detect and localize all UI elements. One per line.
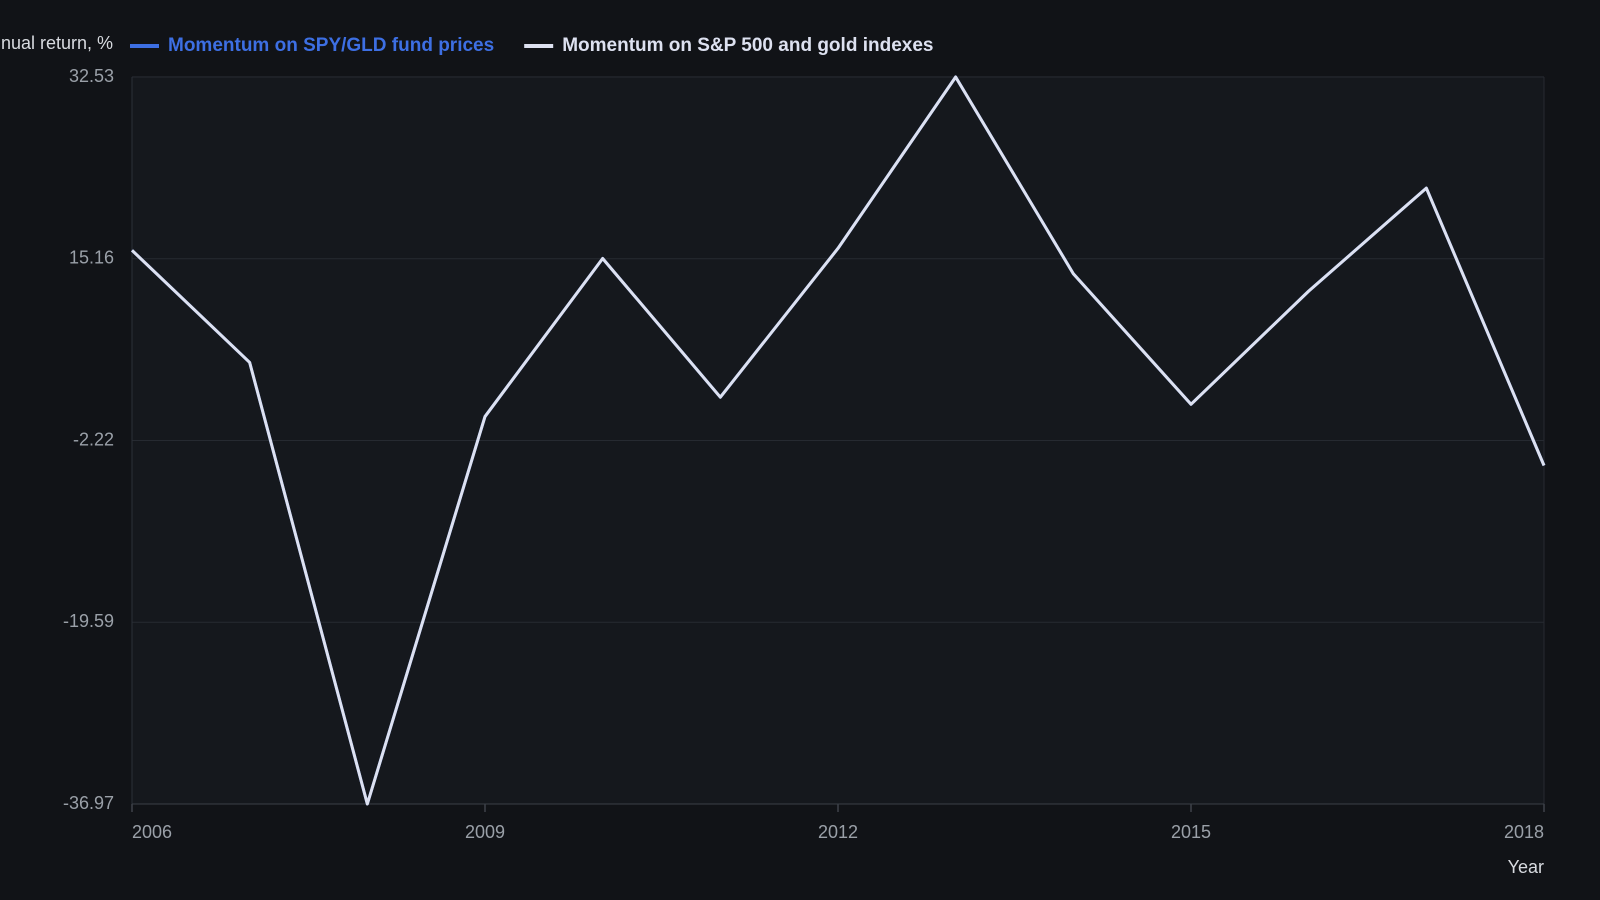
series-line [130, 75, 1546, 806]
y-tick-label: -2.22 [73, 429, 114, 449]
y-tick-label: 32.53 [69, 66, 114, 86]
legend-label: Momentum on SPY/GLD fund prices [168, 35, 494, 56]
y-tick-label: 15.16 [69, 247, 114, 267]
x-tick-label: 2012 [818, 822, 858, 842]
y-tick-label: -36.97 [63, 793, 114, 813]
legend-label: Momentum on S&P 500 and gold indexes [562, 35, 933, 56]
x-axis-title: Year [1508, 857, 1544, 877]
y-axis-title: Annual return, % [0, 33, 113, 53]
x-tick-label: 2018 [1504, 822, 1544, 842]
x-tick-label: 2006 [132, 822, 172, 842]
y-tick-label: -19.59 [63, 611, 114, 631]
x-tick-label: 2009 [465, 822, 505, 842]
x-tick-label: 2015 [1171, 822, 1211, 842]
